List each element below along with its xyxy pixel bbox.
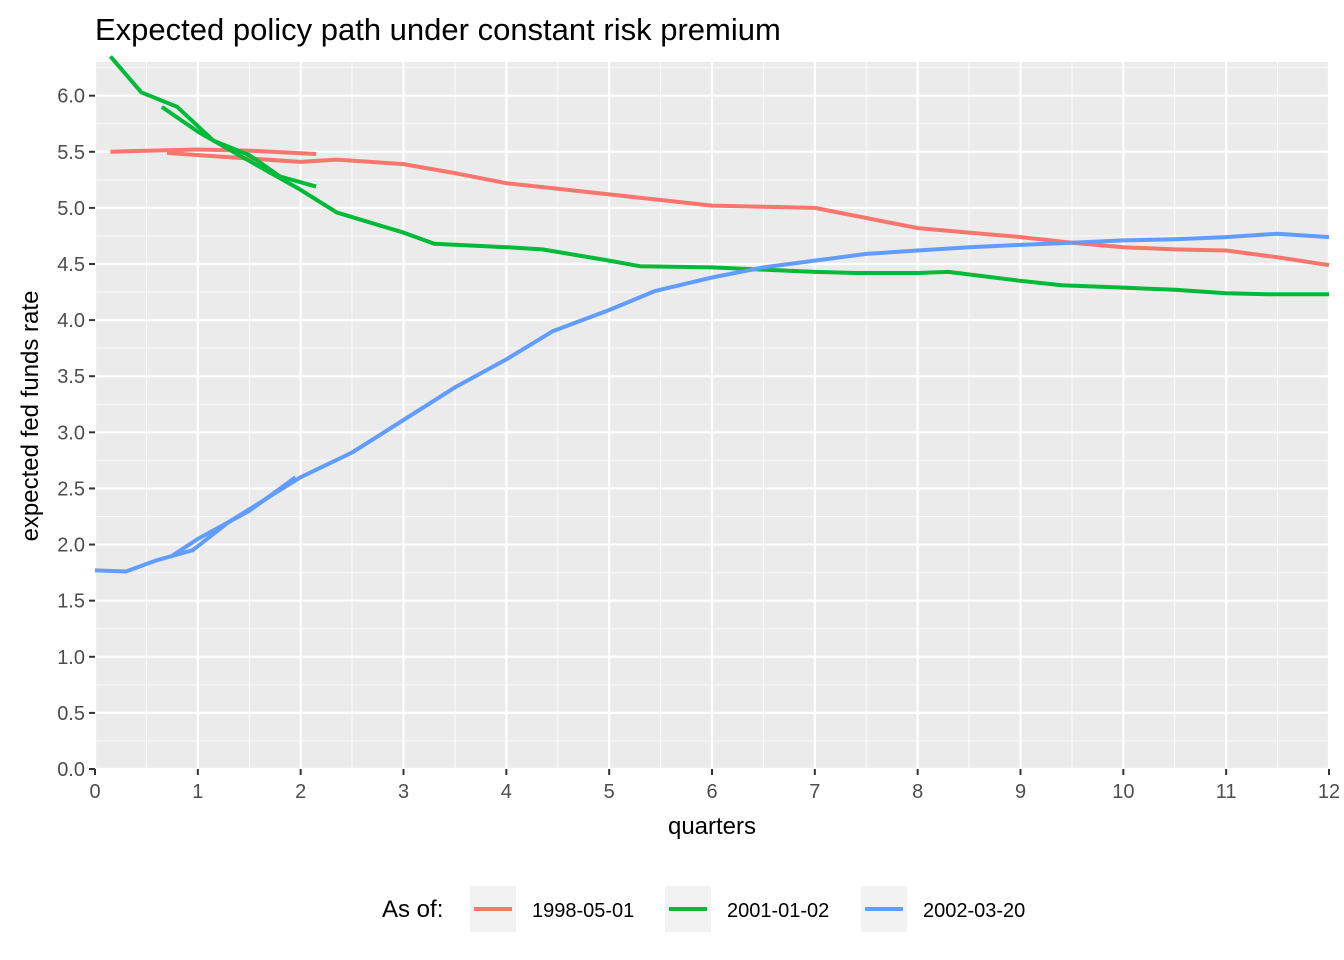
x-tick-label: 6 — [706, 781, 717, 803]
series-line-1998-05-01 — [166, 150, 1330, 268]
y-tick-label: 0.5 — [57, 703, 85, 725]
x-axis-title: quarters — [668, 813, 756, 840]
x-tick-label: 10 — [1112, 781, 1134, 803]
legend: As of: 1998-05-01 2001-01-02 2002-03-20 — [382, 886, 1025, 932]
legend-label-2002-03-20: 2002-03-20 — [923, 900, 1025, 922]
legend-label-2001-01-02: 2001-01-02 — [727, 900, 829, 922]
x-tick-label: 0 — [89, 781, 100, 803]
legend-label-1998-05-01: 1998-05-01 — [532, 900, 634, 922]
series-line-2002-03-20 — [94, 231, 1330, 574]
y-tick-label: 2.5 — [57, 478, 85, 500]
y-tick-label: 4.5 — [57, 254, 85, 276]
x-tick-label: 5 — [604, 781, 615, 803]
x-tick-label: 12 — [1318, 781, 1340, 803]
y-axis-title: expected fed funds rate — [17, 291, 44, 542]
legend-title: As of: — [382, 896, 443, 923]
y-tick-label: 6.0 — [57, 86, 85, 108]
x-tick-label: 9 — [1015, 781, 1026, 803]
x-tick-label: 2 — [295, 781, 306, 803]
y-tick-label: 3.5 — [57, 366, 85, 388]
chart-title: Expected policy path under constant risk… — [95, 12, 781, 47]
series-line-2001-01-02 — [160, 105, 1329, 297]
y-tick-label: 2.0 — [57, 535, 85, 557]
y-tick-label: 5.5 — [57, 142, 85, 164]
x-tick-label: 11 — [1216, 781, 1237, 803]
series-line-1998-05-01 — [110, 147, 317, 156]
y-tick-label: 0.0 — [57, 759, 85, 781]
y-tick-label: 4.0 — [57, 310, 85, 332]
series-lines — [94, 55, 1330, 574]
x-tick-label: 8 — [912, 781, 923, 803]
y-tick-label: 1.0 — [57, 647, 85, 669]
y-axis: 0.0 0.5 1.0 1.5 2.0 2.5 3.0 3.5 4.0 4.5 5.0 5.5 6.0 — [57, 86, 95, 781]
x-tick-label: 1 — [192, 781, 203, 803]
grid-major — [93, 62, 1331, 771]
x-tick-label: 3 — [398, 781, 409, 803]
y-tick-label: 1.5 — [57, 591, 85, 613]
x-tick-label: 7 — [809, 781, 820, 803]
x-axis: 0 1 2 3 4 5 6 7 8 9 10 11 12 — [89, 769, 1340, 803]
x-tick-label: 4 — [501, 781, 512, 803]
y-tick-label: 3.0 — [57, 422, 85, 444]
y-tick-label: 5.0 — [57, 198, 85, 220]
